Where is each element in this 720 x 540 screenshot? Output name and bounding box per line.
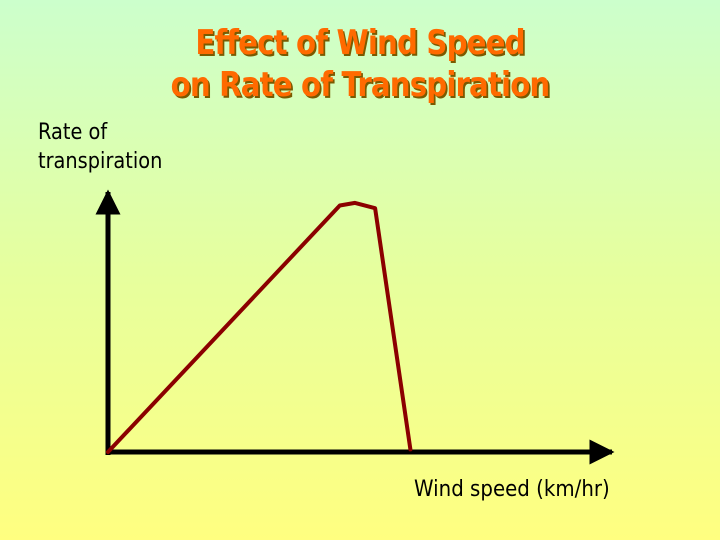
y-axis-label: Rate of transpiration (38, 118, 162, 176)
series-line-1 (106, 200, 413, 454)
x-axis-label: Wind speed (km/hr) (414, 477, 610, 502)
series-layer (106, 200, 413, 454)
chart-title: Effect of Wind Speed on Rate of Transpir… (154, 22, 567, 106)
chart-title-line-1: Effect of Wind Speed (195, 23, 525, 63)
y-axis-label-line-2: transpiration (38, 149, 163, 174)
y-axis-label-line-1: Rate of (38, 120, 108, 145)
chart-title-line-2: on Rate of Transpiration (170, 65, 551, 105)
